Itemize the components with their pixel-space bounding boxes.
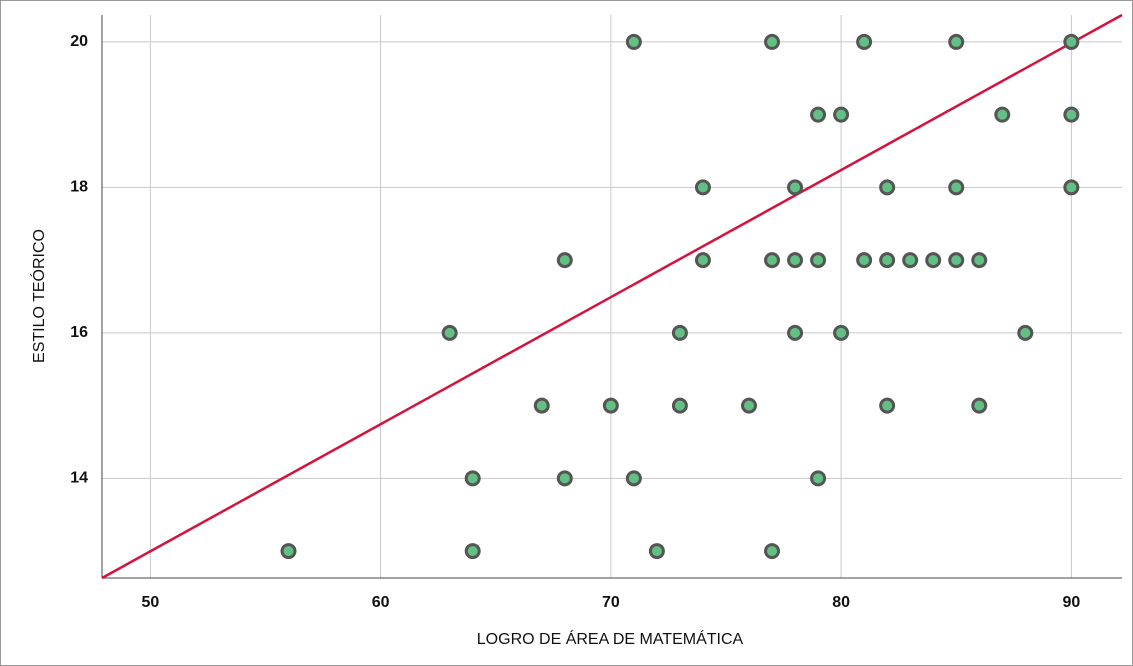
x-tick-label: 80 (832, 594, 850, 611)
point (1063, 106, 1080, 123)
point (810, 106, 827, 123)
point (856, 252, 873, 269)
point (948, 252, 965, 269)
point (740, 397, 757, 414)
point (810, 470, 827, 487)
y-tick-label: 14 (70, 470, 88, 487)
point (787, 324, 804, 341)
point (280, 543, 297, 560)
point (879, 397, 896, 414)
point (810, 252, 827, 269)
y-tick-label: 16 (70, 324, 88, 341)
point (648, 543, 665, 560)
point (602, 397, 619, 414)
point (925, 252, 942, 269)
point (879, 179, 896, 196)
point (694, 252, 711, 269)
point (694, 179, 711, 196)
point (671, 324, 688, 341)
point (464, 543, 481, 560)
point (1063, 179, 1080, 196)
point (902, 252, 919, 269)
point (971, 252, 988, 269)
point (764, 252, 781, 269)
point (787, 252, 804, 269)
point (441, 324, 458, 341)
x-tick-label: 60 (372, 594, 390, 611)
point (764, 543, 781, 560)
point (625, 470, 642, 487)
y-axis-title: ESTILO TEÓRICO (29, 229, 48, 363)
y-tick-label: 18 (70, 179, 88, 196)
x-axis-title: LOGRO DE ÁREA DE MATEMÁTICA (477, 629, 744, 648)
x-tick-label: 90 (1062, 594, 1080, 611)
point (948, 179, 965, 196)
point (671, 397, 688, 414)
x-tick-label: 50 (141, 594, 159, 611)
point (833, 106, 850, 123)
point (1017, 324, 1034, 341)
x-tick-label: 70 (602, 594, 620, 611)
point (856, 33, 873, 50)
point (879, 252, 896, 269)
point (833, 324, 850, 341)
point (556, 470, 573, 487)
point (1063, 33, 1080, 50)
point (556, 252, 573, 269)
fit-line (101, 13, 1123, 580)
point (464, 470, 481, 487)
point (533, 397, 550, 414)
y-tick-label: 20 (70, 33, 88, 50)
point (787, 179, 804, 196)
point (625, 33, 642, 50)
point (764, 33, 781, 50)
point (994, 106, 1011, 123)
point (948, 33, 965, 50)
point (971, 397, 988, 414)
